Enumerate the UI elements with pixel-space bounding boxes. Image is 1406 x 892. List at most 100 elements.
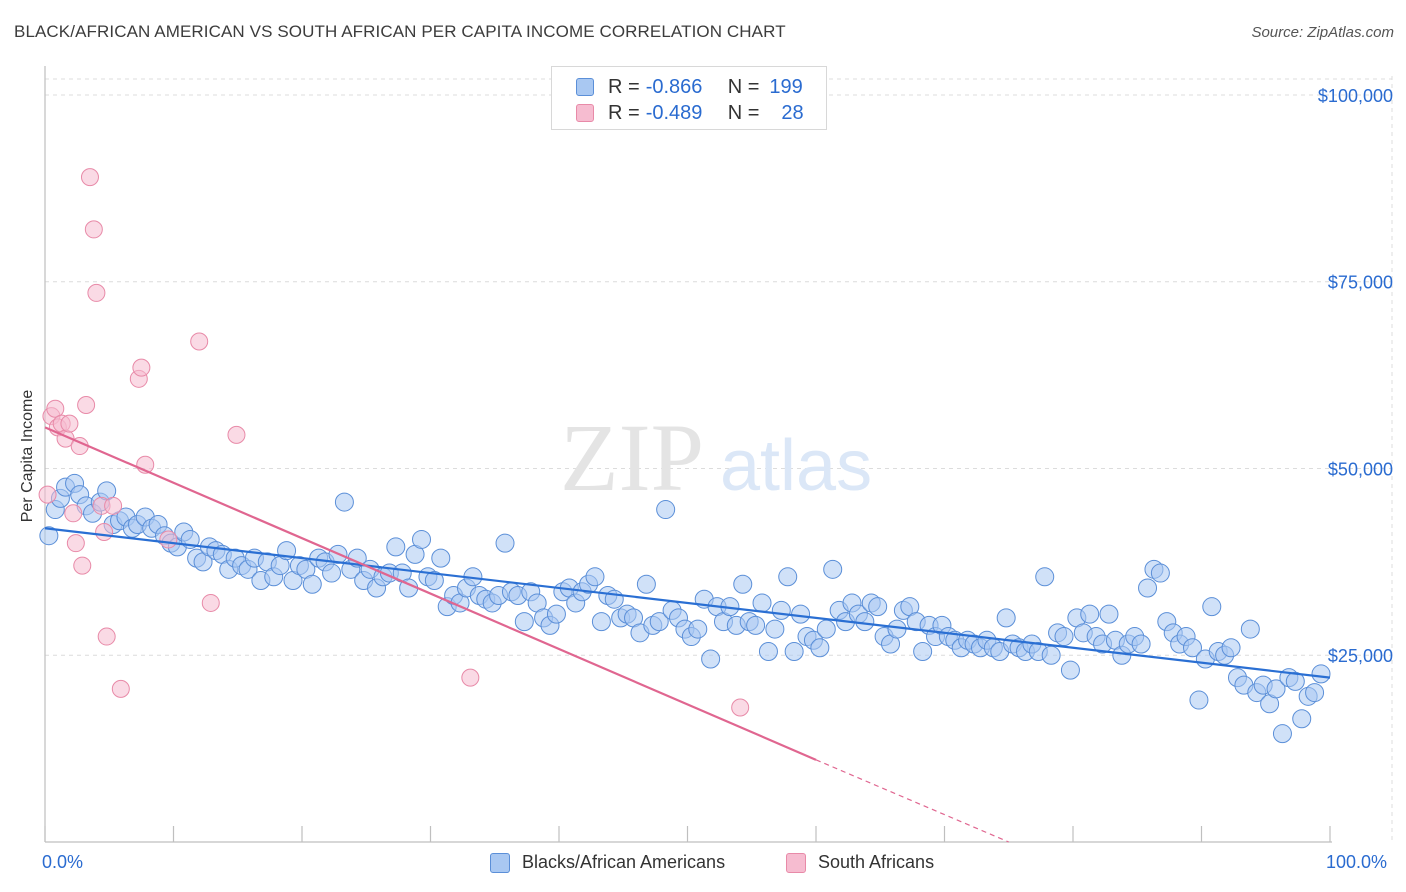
data-point-blacks xyxy=(591,612,611,632)
bottom-legend-label: South Africans xyxy=(818,852,935,872)
legend-r-value: -0.489 xyxy=(645,101,703,124)
y-tick-label: $100,000 xyxy=(1318,86,1393,106)
data-point-blacks xyxy=(322,563,342,583)
data-point-blacks xyxy=(913,642,933,661)
data-point-south-africans xyxy=(159,530,178,549)
data-point-south-africans xyxy=(97,627,116,646)
data-point-blacks xyxy=(1240,619,1260,639)
data-point-blacks xyxy=(855,612,875,632)
legend-swatch-blue xyxy=(576,78,594,96)
source-label: Source: ZipAtlas.com xyxy=(1251,24,1394,41)
legend-swatch-pink xyxy=(576,104,594,122)
data-point-blacks xyxy=(424,571,444,591)
data-point-blacks xyxy=(1285,671,1305,691)
data-point-blacks xyxy=(996,608,1016,628)
data-point-blacks xyxy=(868,597,888,617)
data-point-south-africans xyxy=(77,395,96,414)
legend-r-label: R = xyxy=(608,75,640,98)
y-tick-labels: $25,000 $50,000 $75,000 $100,000 xyxy=(1318,86,1393,666)
y-tick-label: $75,000 xyxy=(1328,273,1393,293)
bottom-legend-swatch-pink xyxy=(786,852,806,873)
trend-line-south-africans-extension xyxy=(815,759,1009,843)
legend-row-blacks: R = -0.866 N = 199 xyxy=(576,76,803,98)
legend-box: R = -0.866 N = 199 R = -0.489 N = 28 xyxy=(551,66,827,130)
grid-lines xyxy=(45,76,1393,842)
data-point-blacks xyxy=(1183,638,1203,658)
data-point-blacks xyxy=(585,567,605,587)
trend-line-south-africans xyxy=(44,426,817,761)
data-point-south-africans xyxy=(111,679,130,698)
data-point-blacks xyxy=(302,574,322,594)
data-point-blacks xyxy=(514,612,534,632)
data-point-south-africans xyxy=(73,556,92,575)
data-point-blacks xyxy=(752,593,772,613)
data-point-blacks xyxy=(810,638,830,658)
data-point-south-africans xyxy=(80,168,99,187)
data-point-blacks xyxy=(386,537,406,557)
axes xyxy=(44,66,1332,843)
data-point-blacks xyxy=(1221,638,1241,658)
data-point-south-africans xyxy=(190,332,209,351)
data-point-south-africans xyxy=(132,358,151,377)
data-point-blacks xyxy=(1292,709,1312,729)
data-point-blacks xyxy=(1060,660,1080,680)
data-point-blacks xyxy=(1080,604,1100,624)
data-point-blacks xyxy=(1266,679,1286,699)
legend-row-south-africans: R = -0.489 N = 28 xyxy=(576,102,804,124)
data-point-blacks xyxy=(649,612,669,632)
data-point-blacks xyxy=(39,526,59,546)
data-point-blacks xyxy=(431,548,451,568)
data-point-south-africans xyxy=(87,283,106,302)
series-south-africans-points xyxy=(38,168,750,717)
legend-r-value: -0.866 xyxy=(645,75,703,98)
data-point-blacks xyxy=(701,649,721,669)
data-point-blacks xyxy=(758,642,778,661)
data-point-blacks xyxy=(1311,664,1331,684)
data-point-blacks xyxy=(1131,634,1151,654)
data-point-blacks xyxy=(1202,597,1222,617)
x-tick-label-min: 0.0% xyxy=(42,852,84,872)
data-point-south-africans xyxy=(38,485,57,504)
data-point-blacks xyxy=(823,559,843,579)
legend-n-value: 199 xyxy=(769,75,803,98)
data-point-blacks xyxy=(1041,645,1061,665)
data-point-blacks xyxy=(778,567,798,587)
data-point-blacks xyxy=(733,574,753,594)
data-point-south-africans xyxy=(731,698,750,717)
data-point-blacks xyxy=(334,492,354,512)
data-point-blacks xyxy=(816,619,836,639)
legend-n-value: 28 xyxy=(781,101,804,124)
data-point-blacks xyxy=(746,615,766,635)
data-point-south-africans xyxy=(46,399,65,418)
data-point-blacks xyxy=(1189,690,1209,710)
data-point-blacks xyxy=(636,574,656,594)
data-point-south-africans xyxy=(64,504,83,523)
data-point-blacks xyxy=(791,604,811,624)
trend-lines xyxy=(44,426,1331,843)
data-point-blacks xyxy=(765,619,785,639)
watermark-atlas: atlas xyxy=(720,426,872,506)
data-point-blacks xyxy=(412,529,432,549)
data-point-blacks xyxy=(1150,563,1170,583)
data-point-south-africans xyxy=(201,593,220,612)
data-point-south-africans xyxy=(95,522,114,541)
data-point-blacks xyxy=(784,642,804,661)
trend-line-blacks xyxy=(44,527,1331,679)
data-point-blacks xyxy=(771,600,791,620)
legend-n-label: N = xyxy=(727,101,760,124)
data-point-south-africans xyxy=(66,534,85,553)
bottom-legend-swatch-blue xyxy=(490,852,510,873)
legend-r-label: R = xyxy=(608,101,640,124)
bottom-legend-label: Blacks/African Americans xyxy=(522,852,726,872)
y-tick-label: $50,000 xyxy=(1328,459,1393,479)
chart-title: BLACK/AFRICAN AMERICAN VS SOUTH AFRICAN … xyxy=(14,22,786,41)
bottom-legend-blacks[interactable]: Blacks/African Americans xyxy=(490,852,725,873)
data-point-blacks xyxy=(656,500,676,520)
data-point-blacks xyxy=(546,604,566,624)
data-point-blacks xyxy=(1138,578,1158,598)
bottom-legend-south-africans[interactable]: South Africans xyxy=(786,852,934,873)
data-point-south-africans xyxy=(227,425,246,444)
data-point-south-africans xyxy=(104,496,123,515)
data-point-south-africans xyxy=(461,668,480,687)
